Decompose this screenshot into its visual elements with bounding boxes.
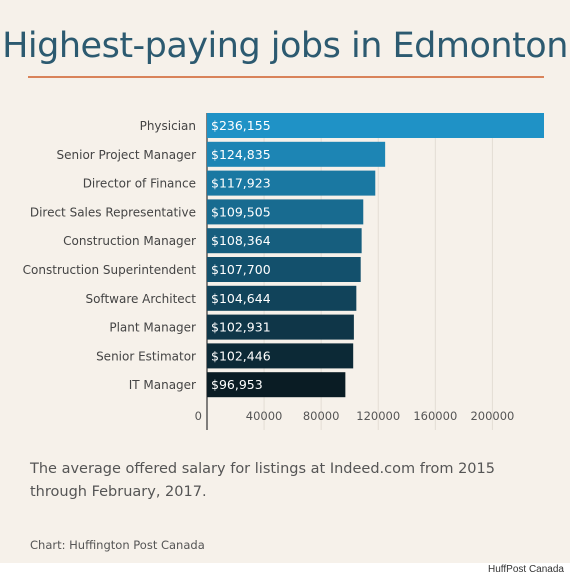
- x-tick-label: 200000: [470, 409, 514, 423]
- x-axis-ticks: 0 40000 80000 120000 160000 200000: [195, 409, 515, 423]
- category-label: Direct Sales Representative: [30, 205, 196, 219]
- bar-value-label: $108,364: [211, 233, 271, 248]
- bar: [207, 372, 346, 398]
- category-label: Software Architect: [85, 292, 196, 306]
- category-label: Senior Estimator: [96, 349, 196, 363]
- bar-value-label: $102,446: [211, 348, 271, 363]
- x-tick-label: 160000: [413, 409, 457, 423]
- x-tick-label: 40000: [246, 409, 283, 423]
- bar-value-label: $117,923: [211, 176, 271, 191]
- bar-value-label: $104,644: [211, 291, 271, 306]
- bar: [207, 343, 354, 369]
- bar: [207, 285, 357, 311]
- category-labels: Physician Senior Project Manager Director …: [23, 119, 197, 392]
- category-label: Senior Project Manager: [57, 148, 197, 162]
- category-label: Construction Manager: [63, 234, 196, 248]
- x-tick-label: 120000: [356, 409, 400, 423]
- bar-value-label: $109,505: [211, 204, 271, 219]
- category-label: IT Manager: [129, 378, 196, 392]
- bar: [207, 314, 354, 340]
- infographic-card: Highest-paying jobs in Edmonton $236,155…: [0, 0, 570, 563]
- category-label: Physician: [140, 119, 196, 133]
- bar-value-label: $124,835: [211, 147, 271, 162]
- bar-value-label: $96,953: [211, 377, 263, 392]
- chart-caption: The average offered salary for listings …: [30, 461, 495, 500]
- category-label: Director of Finance: [83, 177, 196, 191]
- bar: [207, 113, 544, 138]
- category-label: Construction Superintendent: [23, 263, 197, 277]
- x-tick-label: 0: [195, 409, 202, 423]
- bar-value-label: $107,700: [211, 262, 271, 277]
- x-tick-label: 80000: [303, 409, 340, 423]
- category-label: Plant Manager: [109, 321, 196, 335]
- bar: [207, 170, 376, 196]
- bar: [207, 199, 364, 225]
- chart-credit: Chart: Huffington Post Canada: [30, 538, 205, 552]
- bar: [207, 257, 361, 282]
- bar-value-label: $236,155: [211, 118, 271, 133]
- bars: $236,155 $124,835 $117,923 $109,505 $108,364…: [207, 113, 544, 398]
- bar: [207, 141, 386, 167]
- source-footer: HuffPost Canada: [488, 564, 564, 575]
- bar-chart: $236,155 $124,835 $117,923 $109,505 $108,364…: [23, 113, 544, 430]
- chart-title: Highest-paying jobs in Edmonton: [2, 26, 568, 66]
- bar-value-label: $102,931: [211, 320, 271, 335]
- bar: [207, 228, 362, 254]
- title-divider: [28, 76, 544, 78]
